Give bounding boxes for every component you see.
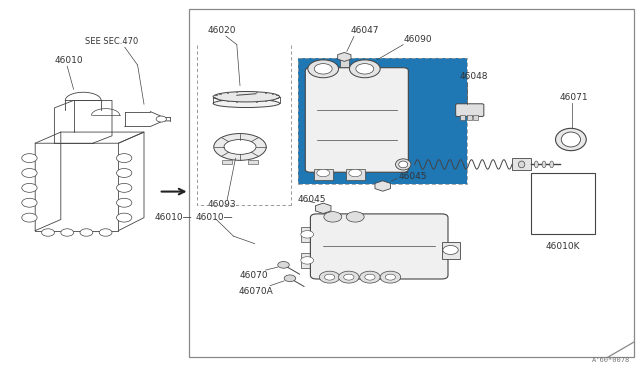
Bar <box>531 173 595 234</box>
Text: 46070: 46070 <box>240 271 269 280</box>
Circle shape <box>301 231 314 238</box>
Bar <box>222 160 232 164</box>
Ellipse shape <box>534 161 538 168</box>
Circle shape <box>116 183 132 192</box>
Bar <box>248 160 258 164</box>
Circle shape <box>380 271 401 283</box>
Circle shape <box>385 274 396 280</box>
Circle shape <box>116 154 132 163</box>
Text: A'60*0078: A'60*0078 <box>592 357 630 363</box>
Circle shape <box>99 229 112 236</box>
Text: 46090: 46090 <box>403 35 432 44</box>
Circle shape <box>116 169 132 177</box>
Text: 46045: 46045 <box>398 172 427 181</box>
Circle shape <box>61 229 74 236</box>
Circle shape <box>324 212 342 222</box>
Bar <box>340 57 349 67</box>
Circle shape <box>344 274 354 280</box>
Bar <box>301 227 319 242</box>
Bar <box>512 158 531 170</box>
Bar <box>346 169 365 180</box>
Circle shape <box>42 229 54 236</box>
Text: 46093: 46093 <box>208 200 237 209</box>
Ellipse shape <box>550 161 554 168</box>
Circle shape <box>284 275 296 282</box>
Ellipse shape <box>213 99 280 108</box>
Circle shape <box>314 64 332 74</box>
Circle shape <box>22 183 37 192</box>
Bar <box>314 169 333 180</box>
Ellipse shape <box>518 161 525 168</box>
Text: 46070A: 46070A <box>238 287 273 296</box>
Circle shape <box>22 198 37 207</box>
FancyBboxPatch shape <box>310 214 448 279</box>
Text: 46010K: 46010K <box>546 242 580 251</box>
Bar <box>301 253 319 268</box>
Circle shape <box>116 198 132 207</box>
Circle shape <box>443 246 458 254</box>
Bar <box>460 115 465 120</box>
Bar <box>298 58 467 184</box>
Circle shape <box>22 169 37 177</box>
Circle shape <box>156 116 166 122</box>
Ellipse shape <box>224 140 256 154</box>
Ellipse shape <box>213 92 280 102</box>
Bar <box>298 58 467 184</box>
Text: 46071: 46071 <box>560 93 589 102</box>
Ellipse shape <box>399 161 408 168</box>
Text: 46047: 46047 <box>351 26 380 35</box>
Text: SEE SEC.470: SEE SEC.470 <box>85 37 139 46</box>
Circle shape <box>360 271 380 283</box>
Text: 46010—: 46010— <box>195 213 233 222</box>
Bar <box>467 115 472 120</box>
Circle shape <box>22 154 37 163</box>
Circle shape <box>317 169 330 177</box>
Text: 46010: 46010 <box>54 56 83 65</box>
Circle shape <box>324 274 335 280</box>
Circle shape <box>301 257 314 264</box>
Circle shape <box>365 274 375 280</box>
Circle shape <box>346 212 364 222</box>
Bar <box>189 9 634 357</box>
Ellipse shape <box>561 132 580 147</box>
Circle shape <box>308 60 339 78</box>
Circle shape <box>319 271 340 283</box>
Bar <box>442 242 460 259</box>
Ellipse shape <box>556 128 586 151</box>
Ellipse shape <box>396 159 411 170</box>
Circle shape <box>80 229 93 236</box>
Text: 46048: 46048 <box>460 72 488 81</box>
Circle shape <box>356 64 374 74</box>
Circle shape <box>349 169 362 177</box>
Ellipse shape <box>542 161 546 168</box>
Circle shape <box>116 213 132 222</box>
Circle shape <box>22 213 37 222</box>
Circle shape <box>349 60 380 78</box>
Text: 46045: 46045 <box>298 195 326 203</box>
Text: 46010—: 46010— <box>155 213 193 222</box>
FancyBboxPatch shape <box>456 104 484 116</box>
Ellipse shape <box>214 134 266 160</box>
FancyBboxPatch shape <box>305 68 408 172</box>
Bar <box>473 115 478 120</box>
Text: 46020: 46020 <box>208 26 237 35</box>
Circle shape <box>339 271 359 283</box>
Circle shape <box>278 262 289 268</box>
